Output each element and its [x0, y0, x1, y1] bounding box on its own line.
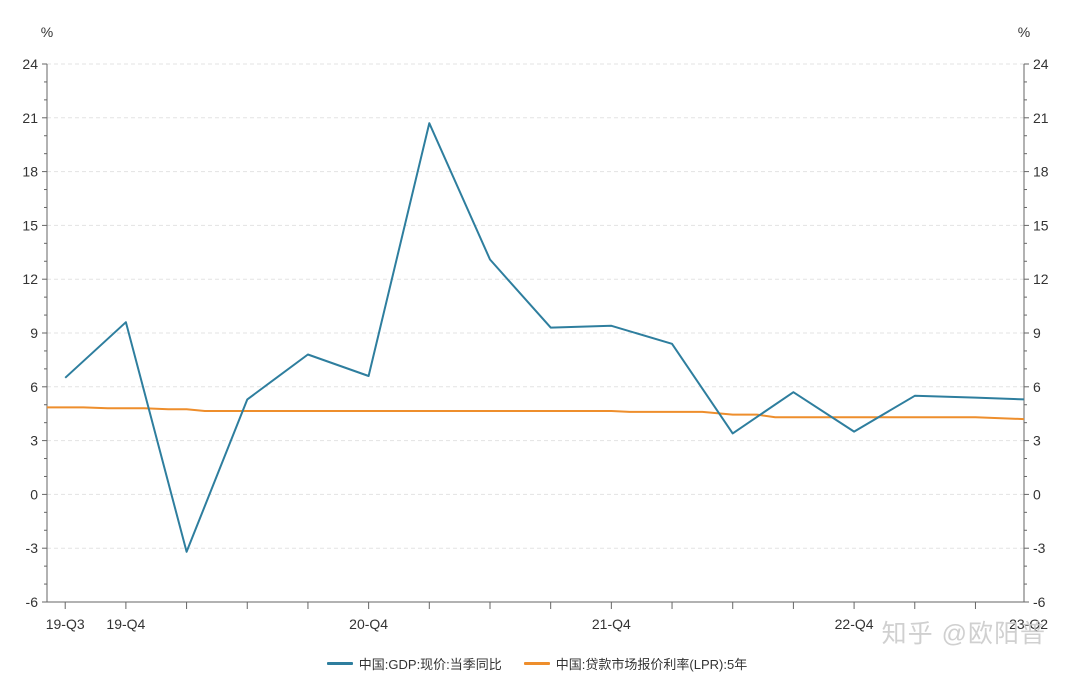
- axes: [42, 63, 1029, 609]
- right-y-tick-label: 9: [1033, 325, 1041, 341]
- right-y-tick-label: 21: [1033, 110, 1049, 126]
- left-y-tick-label: 18: [22, 164, 38, 180]
- left-axis-unit: %: [41, 24, 53, 40]
- x-tick-label: 23-Q2: [1009, 616, 1048, 632]
- legend: 中国:GDP:现价:当季同比 中国:贷款市场报价利率(LPR):5年: [0, 652, 1074, 674]
- right-axis-unit: %: [1018, 24, 1030, 40]
- legend-item-gdp[interactable]: 中国:GDP:现价:当季同比: [326, 654, 502, 673]
- right-y-tick-label: 15: [1033, 217, 1049, 233]
- left-y-tick-label: -3: [26, 540, 39, 556]
- right-y-tick-label: 6: [1033, 379, 1041, 395]
- right-y-tick-label: 0: [1033, 486, 1041, 502]
- right-y-tick-label: 18: [1033, 164, 1049, 180]
- legend-label-lpr: 中国:贷款市场报价利率(LPR):5年: [555, 656, 748, 672]
- series-lines: [47, 122, 1025, 553]
- left-y-tick-label: 3: [30, 433, 38, 449]
- left-y-tick-label: 21: [22, 110, 38, 126]
- x-tick-label: 19-Q3: [46, 616, 85, 632]
- x-tick-label: 22-Q4: [835, 616, 874, 632]
- left-y-tick-label: -6: [26, 594, 39, 610]
- x-tick-label: 19-Q4: [106, 616, 145, 632]
- right-y-tick-label: -3: [1033, 540, 1046, 556]
- left-y-tick-label: 6: [30, 379, 38, 395]
- x-tick-label: 21-Q4: [592, 616, 631, 632]
- right-y-tick-label: 3: [1033, 433, 1041, 449]
- left-y-tick-label: 9: [30, 325, 38, 341]
- legend-swatch-lpr: [523, 661, 550, 665]
- legend-swatch-gdp: [326, 661, 353, 665]
- left-y-tick-label: 12: [22, 271, 38, 287]
- lpr-series-line: [47, 406, 1025, 421]
- gridlines: [47, 63, 1024, 549]
- left-y-tick-label: 24: [22, 56, 38, 72]
- legend-label-gdp: 中国:GDP:现价:当季同比: [358, 656, 502, 672]
- tick-labels: -6 -6 -3 -3 0 0 3 3 6 6 9 9 12 12 15 15 18 18 21 21 24 24 19-Q…: [22, 56, 1048, 632]
- legend-item-lpr[interactable]: 中国:贷款市场报价利率(LPR):5年: [523, 654, 748, 673]
- left-y-tick-label: 0: [30, 486, 38, 502]
- right-y-tick-label: -6: [1033, 594, 1046, 610]
- right-y-tick-label: 24: [1033, 56, 1049, 72]
- gdp-series-line: [64, 122, 1025, 553]
- right-y-tick-label: 12: [1033, 271, 1049, 287]
- watermark: 知乎 @欧阳普: [881, 620, 1046, 648]
- left-y-tick-label: 15: [22, 217, 38, 233]
- x-tick-label: 20-Q4: [349, 616, 388, 632]
